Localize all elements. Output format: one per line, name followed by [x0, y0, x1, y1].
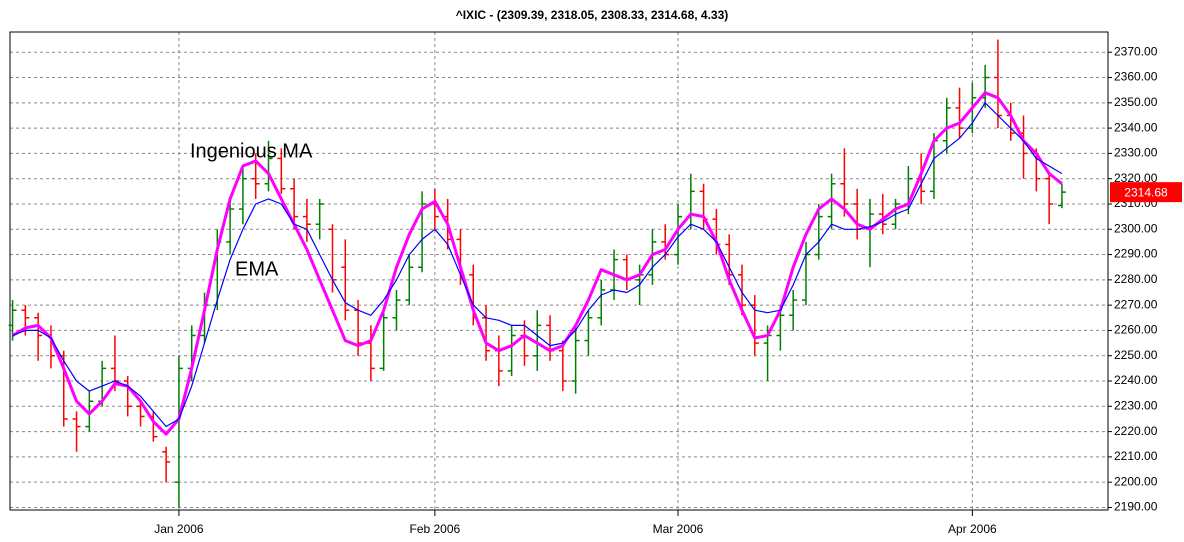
x-tick-label: Jan 2006 [154, 522, 204, 536]
x-tick-label: Mar 2006 [653, 522, 704, 536]
ma-line [12, 102, 1063, 428]
price-marker [1110, 182, 1182, 203]
y-tick-label: 2330.00 [1114, 146, 1158, 160]
series-label: Ingenious MA [190, 140, 313, 162]
y-tick-label: 2360.00 [1114, 70, 1158, 84]
y-tick-label: 2290.00 [1114, 247, 1158, 261]
x-tick-label: Feb 2006 [410, 522, 461, 536]
y-tick-label: 2370.00 [1114, 44, 1158, 58]
y-tick-label: 2280.00 [1114, 272, 1158, 286]
y-tick-label: 2240.00 [1114, 373, 1158, 387]
series-label: EMA [235, 258, 279, 280]
plot-frame [9, 31, 1109, 511]
ma-line [11, 91, 1063, 436]
chart-title: ^IXIC - (2309.39, 2318.05, 2308.33, 2314… [456, 8, 729, 22]
y-tick-label: 2320.00 [1114, 171, 1158, 185]
y-tick-label: 2200.00 [1114, 474, 1158, 488]
y-tick-label: 2230.00 [1114, 398, 1158, 412]
y-tick-label: 2220.00 [1114, 424, 1158, 438]
price-marker-label: 2314.68 [1124, 185, 1168, 199]
y-tick-label: 2210.00 [1114, 449, 1158, 463]
y-tick-label: 2260.00 [1114, 323, 1158, 337]
y-tick-label: 2340.00 [1114, 120, 1158, 134]
x-tick-label: Apr 2006 [948, 522, 997, 536]
y-tick-label: 2250.00 [1114, 348, 1158, 362]
y-tick-label: 2270.00 [1114, 297, 1158, 311]
y-tick-label: 2350.00 [1114, 95, 1158, 109]
y-tick-label: 2300.00 [1114, 221, 1158, 235]
y-tick-label: 2190.00 [1114, 500, 1158, 514]
